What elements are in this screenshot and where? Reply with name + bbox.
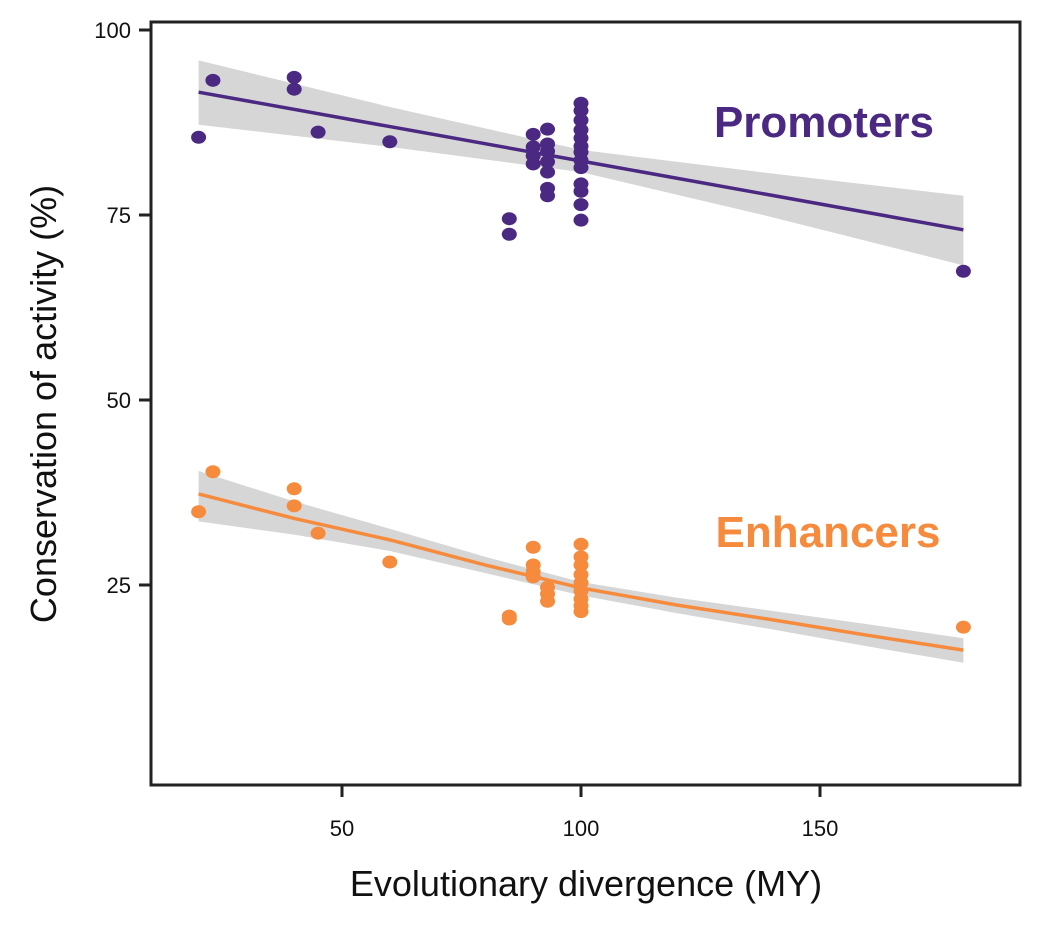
data-point-promoters xyxy=(525,127,541,141)
data-point-promoters xyxy=(310,125,326,139)
data-point-promoters xyxy=(573,104,589,118)
data-point-enhancers xyxy=(955,620,971,634)
data-point-enhancers xyxy=(205,465,221,479)
y-tick-label: 50 xyxy=(107,388,131,413)
data-point-promoters xyxy=(955,264,971,278)
data-point-enhancers xyxy=(286,499,302,513)
data-point-promoters xyxy=(191,130,207,144)
y-tick-label: 100 xyxy=(94,18,131,43)
data-point-enhancers xyxy=(382,555,398,569)
data-point-promoters xyxy=(573,198,589,212)
data-point-promoters xyxy=(573,184,589,198)
data-point-enhancers xyxy=(573,537,589,551)
confidence-band-enhancers xyxy=(198,471,964,663)
data-point-enhancers xyxy=(540,594,556,608)
data-point-enhancers xyxy=(286,482,302,496)
data-point-promoters xyxy=(525,157,541,171)
data-point-promoters xyxy=(540,189,556,203)
data-point-promoters xyxy=(573,113,589,127)
data-point-enhancers xyxy=(525,570,541,584)
data-point-promoters xyxy=(286,82,302,96)
data-point-promoters xyxy=(540,155,556,169)
data-point-promoters xyxy=(573,161,589,175)
series-label-enhancers: Enhancers xyxy=(716,508,941,557)
x-axis-label: Evolutionary divergence (MY) xyxy=(350,863,822,904)
x-tick-label: 150 xyxy=(802,816,839,841)
data-point-promoters xyxy=(501,227,517,241)
data-point-enhancers xyxy=(525,540,541,554)
data-point-promoters xyxy=(525,140,541,154)
data-point-enhancers xyxy=(310,526,326,540)
axes: 50 100 150 25 50 75 100 xyxy=(94,18,838,841)
x-tick-label: 100 xyxy=(563,816,600,841)
data-point-enhancers xyxy=(191,505,207,519)
data-point-promoters xyxy=(540,165,556,179)
data-points xyxy=(191,70,971,634)
data-point-promoters xyxy=(205,73,221,87)
data-point-enhancers xyxy=(501,612,517,626)
data-point-promoters xyxy=(382,135,398,149)
data-point-enhancers xyxy=(573,605,589,619)
data-point-promoters xyxy=(540,144,556,158)
data-point-enhancers xyxy=(573,558,589,572)
data-point-promoters xyxy=(286,70,302,84)
data-point-promoters xyxy=(573,213,589,227)
series-label-promoters: Promoters xyxy=(714,98,934,147)
x-tick-label: 50 xyxy=(330,816,354,841)
data-point-promoters xyxy=(540,122,556,136)
y-tick-label: 25 xyxy=(107,573,131,598)
data-point-promoters xyxy=(501,212,517,226)
plot-frame xyxy=(149,20,1022,787)
y-tick-label: 75 xyxy=(107,203,131,228)
y-axis-label: Conservation of activity (%) xyxy=(23,185,64,623)
